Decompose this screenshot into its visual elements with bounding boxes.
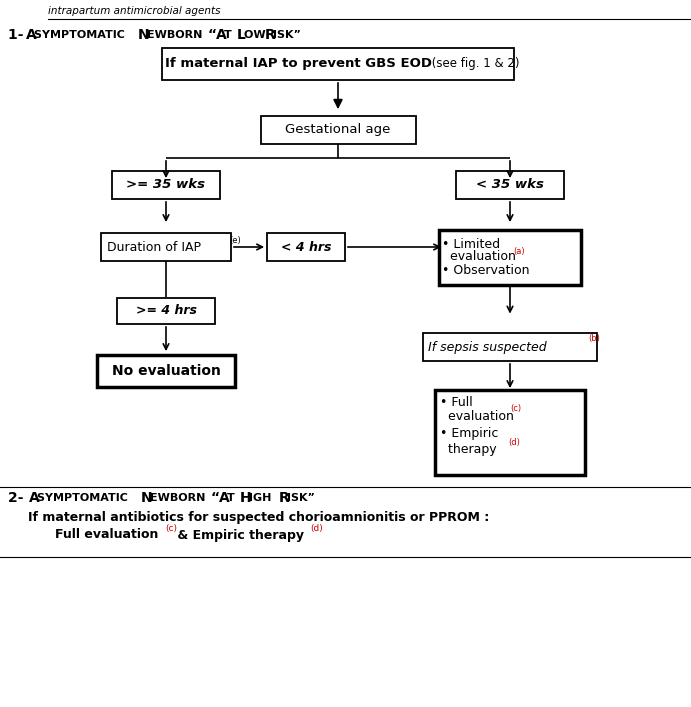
Text: IGH: IGH [249, 493, 275, 503]
Text: OW: OW [244, 30, 269, 40]
Text: >= 35 wks: >= 35 wks [126, 178, 205, 192]
FancyBboxPatch shape [456, 171, 564, 199]
FancyBboxPatch shape [261, 116, 415, 144]
Text: No evaluation: No evaluation [111, 364, 220, 378]
Text: R: R [265, 28, 276, 42]
Text: T: T [224, 30, 236, 40]
Text: A: A [26, 28, 37, 42]
Text: A: A [29, 491, 40, 505]
Text: T: T [227, 493, 238, 503]
Text: Gestational age: Gestational age [285, 124, 390, 136]
Text: A: A [216, 28, 227, 42]
Text: < 4 hrs: < 4 hrs [281, 240, 331, 254]
FancyBboxPatch shape [101, 233, 231, 261]
Text: (d): (d) [310, 523, 323, 532]
Text: & Empiric therapy: & Empiric therapy [173, 529, 308, 542]
Text: (e): (e) [229, 235, 240, 245]
Text: If sepsis suspected: If sepsis suspected [428, 341, 547, 354]
Text: (a): (a) [513, 247, 524, 255]
Text: EWBORN: EWBORN [147, 30, 206, 40]
Text: Full evaluation: Full evaluation [55, 529, 163, 542]
FancyBboxPatch shape [439, 230, 581, 284]
Text: If maternal antibiotics for suspected chorioamnionitis or PPROM :: If maternal antibiotics for suspected ch… [28, 510, 489, 523]
Text: intrapartum antimicrobial agents: intrapartum antimicrobial agents [48, 6, 220, 16]
Text: N: N [141, 491, 153, 505]
Text: • Empiric: • Empiric [440, 428, 498, 440]
Text: evaluation: evaluation [442, 250, 516, 264]
Text: “: “ [211, 491, 220, 505]
Text: (b): (b) [588, 334, 600, 344]
Text: R: R [279, 491, 290, 505]
Text: >= 4 hrs: >= 4 hrs [135, 305, 196, 317]
Text: ISK”: ISK” [273, 30, 301, 40]
FancyBboxPatch shape [162, 48, 514, 80]
Text: 2-: 2- [8, 491, 28, 505]
Text: (see fig. 1 & 2): (see fig. 1 & 2) [428, 57, 520, 71]
Text: • Observation: • Observation [442, 264, 529, 278]
Text: Duration of IAP: Duration of IAP [107, 240, 201, 254]
Text: L: L [237, 28, 246, 42]
Text: SYMPTOMATIC: SYMPTOMATIC [37, 493, 132, 503]
Text: (c): (c) [510, 404, 521, 414]
Text: If maternal IAP to prevent GBS EOD: If maternal IAP to prevent GBS EOD [165, 57, 432, 71]
Text: N: N [138, 28, 150, 42]
FancyBboxPatch shape [423, 333, 597, 361]
Text: “: “ [208, 28, 217, 42]
Text: • Limited: • Limited [442, 238, 500, 250]
Text: evaluation: evaluation [440, 409, 514, 423]
FancyBboxPatch shape [97, 355, 235, 387]
Text: H: H [240, 491, 252, 505]
FancyBboxPatch shape [112, 171, 220, 199]
Text: SYMPTOMATIC: SYMPTOMATIC [34, 30, 129, 40]
Text: • Full: • Full [440, 395, 473, 409]
Text: < 35 wks: < 35 wks [476, 178, 544, 192]
Text: EWBORN: EWBORN [150, 493, 209, 503]
Text: ISK”: ISK” [287, 493, 315, 503]
Text: (c): (c) [165, 523, 177, 532]
Text: A: A [219, 491, 229, 505]
FancyBboxPatch shape [435, 390, 585, 474]
Text: therapy: therapy [440, 443, 497, 457]
Text: 1-: 1- [8, 28, 28, 42]
FancyBboxPatch shape [267, 233, 345, 261]
FancyBboxPatch shape [117, 298, 215, 324]
Text: (d): (d) [508, 438, 520, 447]
